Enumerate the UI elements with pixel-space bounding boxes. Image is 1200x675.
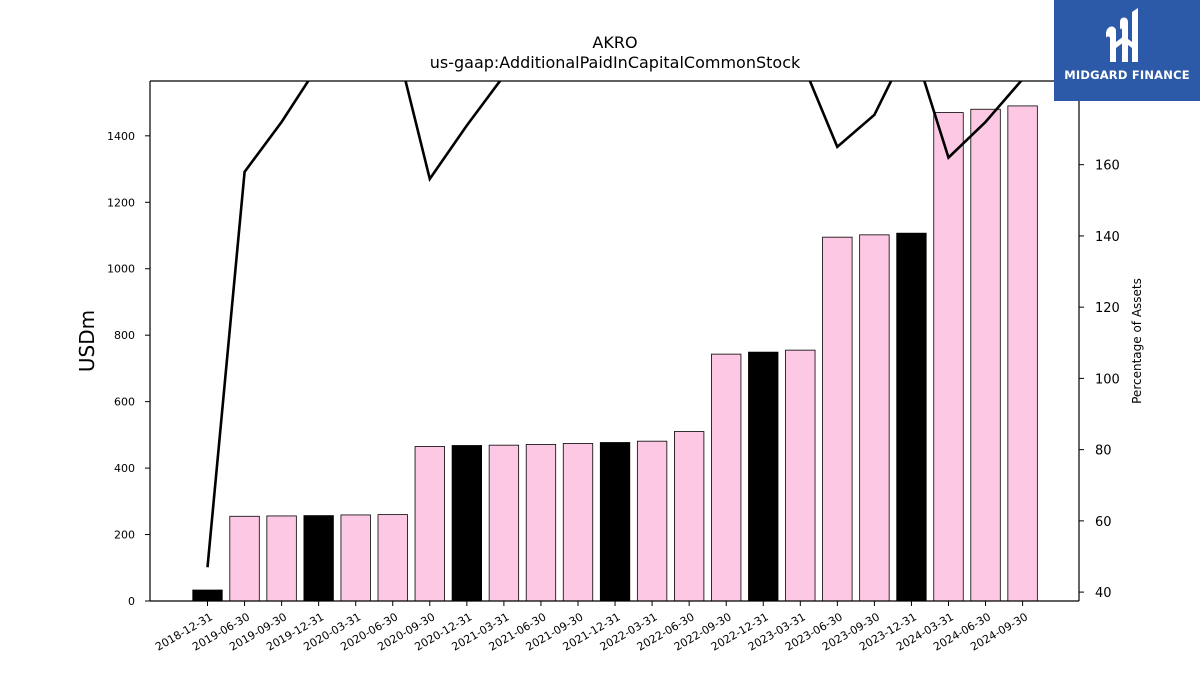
- logo-mark-icon: [1106, 8, 1138, 62]
- bar: [822, 236, 853, 602]
- y-axis-label: USDm: [75, 310, 99, 372]
- bar: [488, 444, 520, 602]
- y-tick-label: 400: [114, 462, 135, 475]
- bar: [859, 234, 890, 602]
- brand-logo: MIDGARD FINANCE: [1054, 0, 1200, 101]
- bar: [636, 440, 668, 602]
- y2-tick-label: 60: [1095, 515, 1112, 530]
- y2-tick-label: 80: [1095, 444, 1112, 459]
- bar: [229, 515, 260, 602]
- bar: [1007, 105, 1038, 602]
- bar: [525, 444, 557, 602]
- plot-area: 0 200 400 600 800 1000 1200 1400 40 60 80 100 120 140…: [107, 80, 1120, 654]
- logo-text: MIDGARD FINANCE: [1064, 68, 1190, 82]
- y-tick-label: 0: [128, 595, 135, 608]
- y2-tick-label: 100: [1095, 372, 1120, 387]
- bar: [933, 112, 964, 602]
- y2-tick-label: 40: [1095, 586, 1112, 601]
- bar: [748, 351, 779, 602]
- y-tick-label: 1400: [107, 130, 135, 143]
- bar: [896, 232, 927, 602]
- bar: [340, 514, 371, 602]
- y-tick-label: 1000: [107, 263, 135, 276]
- bar: [785, 349, 816, 602]
- y-tick-label: 800: [114, 329, 135, 342]
- bar: [192, 589, 223, 602]
- chart-subtitle: us-gaap:AdditionalPaidInCapitalCommonSto…: [430, 53, 801, 72]
- y2-tick-label: 140: [1095, 230, 1120, 245]
- series-line: [206, 81, 1023, 568]
- bar: [451, 445, 483, 602]
- bar: [599, 442, 631, 602]
- y2-tick-label: 160: [1095, 159, 1120, 174]
- bar: [303, 515, 334, 602]
- bar: [377, 514, 408, 602]
- bar: [674, 431, 705, 602]
- chart-title: AKRO: [592, 33, 637, 52]
- bar: [414, 446, 445, 602]
- bar: [562, 443, 594, 602]
- y2-tick-label: 120: [1095, 301, 1120, 316]
- bar: [711, 353, 742, 602]
- y-tick-label: 200: [114, 529, 135, 542]
- y2-axis-label: Percentage of Assets: [1130, 278, 1144, 404]
- y-tick-label: 600: [114, 396, 135, 409]
- bar: [266, 515, 297, 602]
- bar: [970, 108, 1001, 602]
- y-tick-label: 1200: [107, 196, 135, 209]
